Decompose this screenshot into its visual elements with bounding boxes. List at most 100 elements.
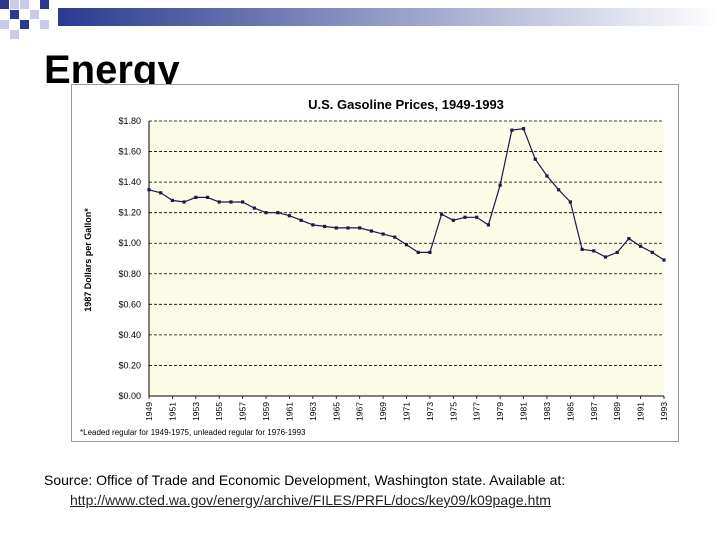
- header-square: [10, 30, 19, 39]
- x-tick-label: 1963: [308, 402, 318, 421]
- x-tick-label: 1983: [542, 402, 552, 421]
- data-point: [404, 243, 409, 247]
- data-point: [510, 128, 514, 132]
- x-tick-label: 1989: [612, 402, 622, 421]
- data-point: [416, 250, 420, 254]
- chart-frame: $0.00 $0.20 $0.40 $0.60 $0.80 $1.00 $1.20 $1.40…: [71, 84, 679, 442]
- x-tick-label: 1973: [425, 402, 435, 421]
- header-square: [0, 20, 9, 29]
- data-point: [557, 188, 561, 192]
- y-tick-labels: $0.00 $0.20 $0.40 $0.60 $0.80 $1.00 $1.20 $1.40…: [118, 116, 141, 401]
- data-point: [440, 212, 444, 216]
- data-point: [311, 223, 315, 227]
- data-point: [463, 215, 467, 219]
- header-square: [40, 20, 49, 29]
- chart-title: U.S. Gasoline Prices, 1949-1993: [308, 97, 504, 112]
- source-link[interactable]: http://www.cted.wa.gov/energy/archive/FI…: [70, 492, 551, 508]
- y-tick-label: $1.00: [118, 238, 141, 248]
- data-point: [252, 206, 256, 210]
- x-tick-label: 1993: [659, 402, 669, 421]
- header-square: [10, 0, 19, 9]
- data-point: [358, 226, 362, 230]
- data-point: [287, 214, 292, 218]
- data-point: [241, 200, 245, 204]
- page-title: Energy: [44, 48, 180, 92]
- data-point: [662, 258, 666, 262]
- y-tick-label: $1.60: [118, 147, 141, 157]
- x-tick-label: 1959: [261, 402, 271, 421]
- x-tick-label: 1977: [472, 402, 482, 421]
- data-point: [580, 247, 584, 251]
- data-point: [322, 224, 327, 229]
- data-point: [276, 211, 280, 215]
- data-point: [603, 255, 608, 259]
- data-point: [475, 215, 479, 219]
- header-square: [10, 10, 19, 19]
- y-tick-label: $0.20: [118, 360, 141, 370]
- data-point: [486, 223, 491, 227]
- source-citation: Source: Office of Trade and Economic Dev…: [44, 470, 684, 510]
- x-tick-label: 1967: [355, 402, 365, 421]
- data-point: [638, 244, 643, 248]
- data-point: [205, 195, 210, 199]
- x-tick-label: 1965: [331, 402, 341, 421]
- header-square: [20, 0, 29, 9]
- x-tick-label: 1957: [238, 402, 248, 421]
- y-axis-label: 1987 Dollars per Gallon*: [83, 208, 93, 312]
- data-point: [451, 218, 455, 222]
- header-square: [20, 20, 29, 29]
- y-tick-label: $0.60: [118, 299, 141, 309]
- slide-decoration: [0, 0, 720, 39]
- data-point: [568, 200, 572, 204]
- data-point: [592, 249, 596, 253]
- data-point: [334, 226, 338, 230]
- data-point: [533, 157, 537, 161]
- gasoline-price-chart: $0.00 $0.20 $0.40 $0.60 $0.80 $1.00 $1.20 $1.40…: [80, 97, 669, 437]
- x-tick-label: 1951: [167, 402, 177, 421]
- data-points: [147, 127, 666, 262]
- data-point: [264, 211, 268, 215]
- header-square: [40, 0, 49, 9]
- data-point: [229, 200, 233, 204]
- x-tick-labels: 1949 1951 1953 1955 1957 1959 1961 1963 1965 1967…: [144, 402, 669, 421]
- x-tick-label: 1991: [636, 402, 646, 421]
- data-point: [521, 127, 526, 131]
- data-point: [182, 200, 186, 204]
- header-square: [0, 0, 9, 9]
- y-tick-label: $1.80: [118, 116, 141, 126]
- x-tick-label: 1979: [495, 402, 505, 421]
- x-tick-label: 1987: [589, 402, 599, 421]
- data-point: [170, 198, 175, 203]
- source-text: Source: Office of Trade and Economic Dev…: [44, 472, 566, 488]
- y-tick-label: $0.80: [118, 269, 141, 279]
- data-point: [194, 195, 198, 199]
- y-tick-label: $0.00: [118, 391, 141, 401]
- data-point: [428, 250, 432, 254]
- data-point: [627, 237, 631, 241]
- x-tick-label: 1981: [519, 402, 529, 421]
- data-point: [299, 218, 303, 222]
- y-tick-label: $1.20: [118, 208, 141, 218]
- x-tick-label: 1985: [565, 402, 575, 421]
- x-tick-label: 1955: [214, 402, 224, 421]
- y-tick-label: $0.40: [118, 330, 141, 340]
- data-point: [545, 174, 549, 178]
- y-tick-label: $1.40: [118, 177, 141, 187]
- chart-footnote: *Leaded regular for 1949-1975, unleaded …: [80, 428, 306, 437]
- header-gradient-bar: [58, 8, 720, 26]
- x-tick-label: 1969: [378, 402, 388, 421]
- data-point: [346, 226, 350, 230]
- x-tick-label: 1961: [284, 402, 294, 421]
- data-point: [650, 250, 654, 254]
- header-square: [30, 10, 39, 19]
- plot-area: [149, 121, 664, 396]
- data-point: [393, 235, 397, 239]
- data-point: [615, 250, 619, 254]
- data-point: [381, 232, 385, 236]
- x-tick-label: 1953: [191, 402, 201, 421]
- data-point: [159, 191, 163, 195]
- x-tick-label: 1975: [448, 402, 458, 421]
- data-point: [217, 200, 221, 204]
- data-point: [498, 183, 502, 187]
- x-tick-label: 1971: [402, 402, 412, 421]
